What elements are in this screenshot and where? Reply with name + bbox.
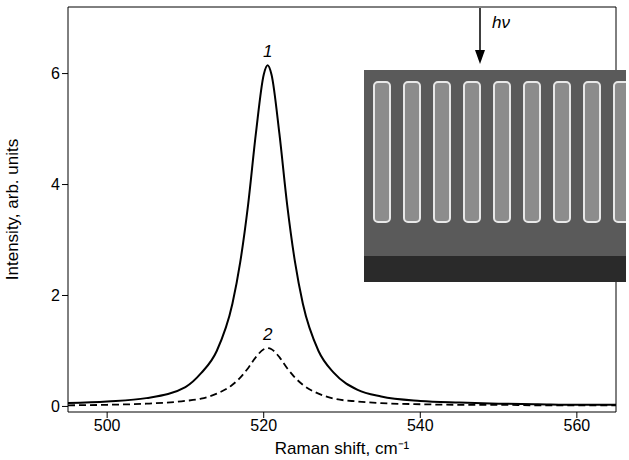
- svg-text:0: 0: [51, 398, 60, 415]
- svg-text:Intensity, arb. units: Intensity, arb. units: [3, 139, 22, 280]
- svg-text:2: 2: [262, 325, 273, 344]
- svg-text:1: 1: [263, 42, 272, 61]
- svg-text:560: 560: [564, 417, 591, 434]
- svg-text:540: 540: [407, 417, 434, 434]
- svg-text:2: 2: [51, 287, 60, 304]
- svg-text:4: 4: [51, 176, 60, 193]
- svg-text:Raman shift, cm⁻¹: Raman shift, cm⁻¹: [275, 439, 410, 458]
- svg-text:hν: hν: [492, 13, 510, 32]
- svg-text:500: 500: [94, 417, 121, 434]
- svg-text:6: 6: [51, 65, 60, 82]
- svg-text:520: 520: [250, 417, 277, 434]
